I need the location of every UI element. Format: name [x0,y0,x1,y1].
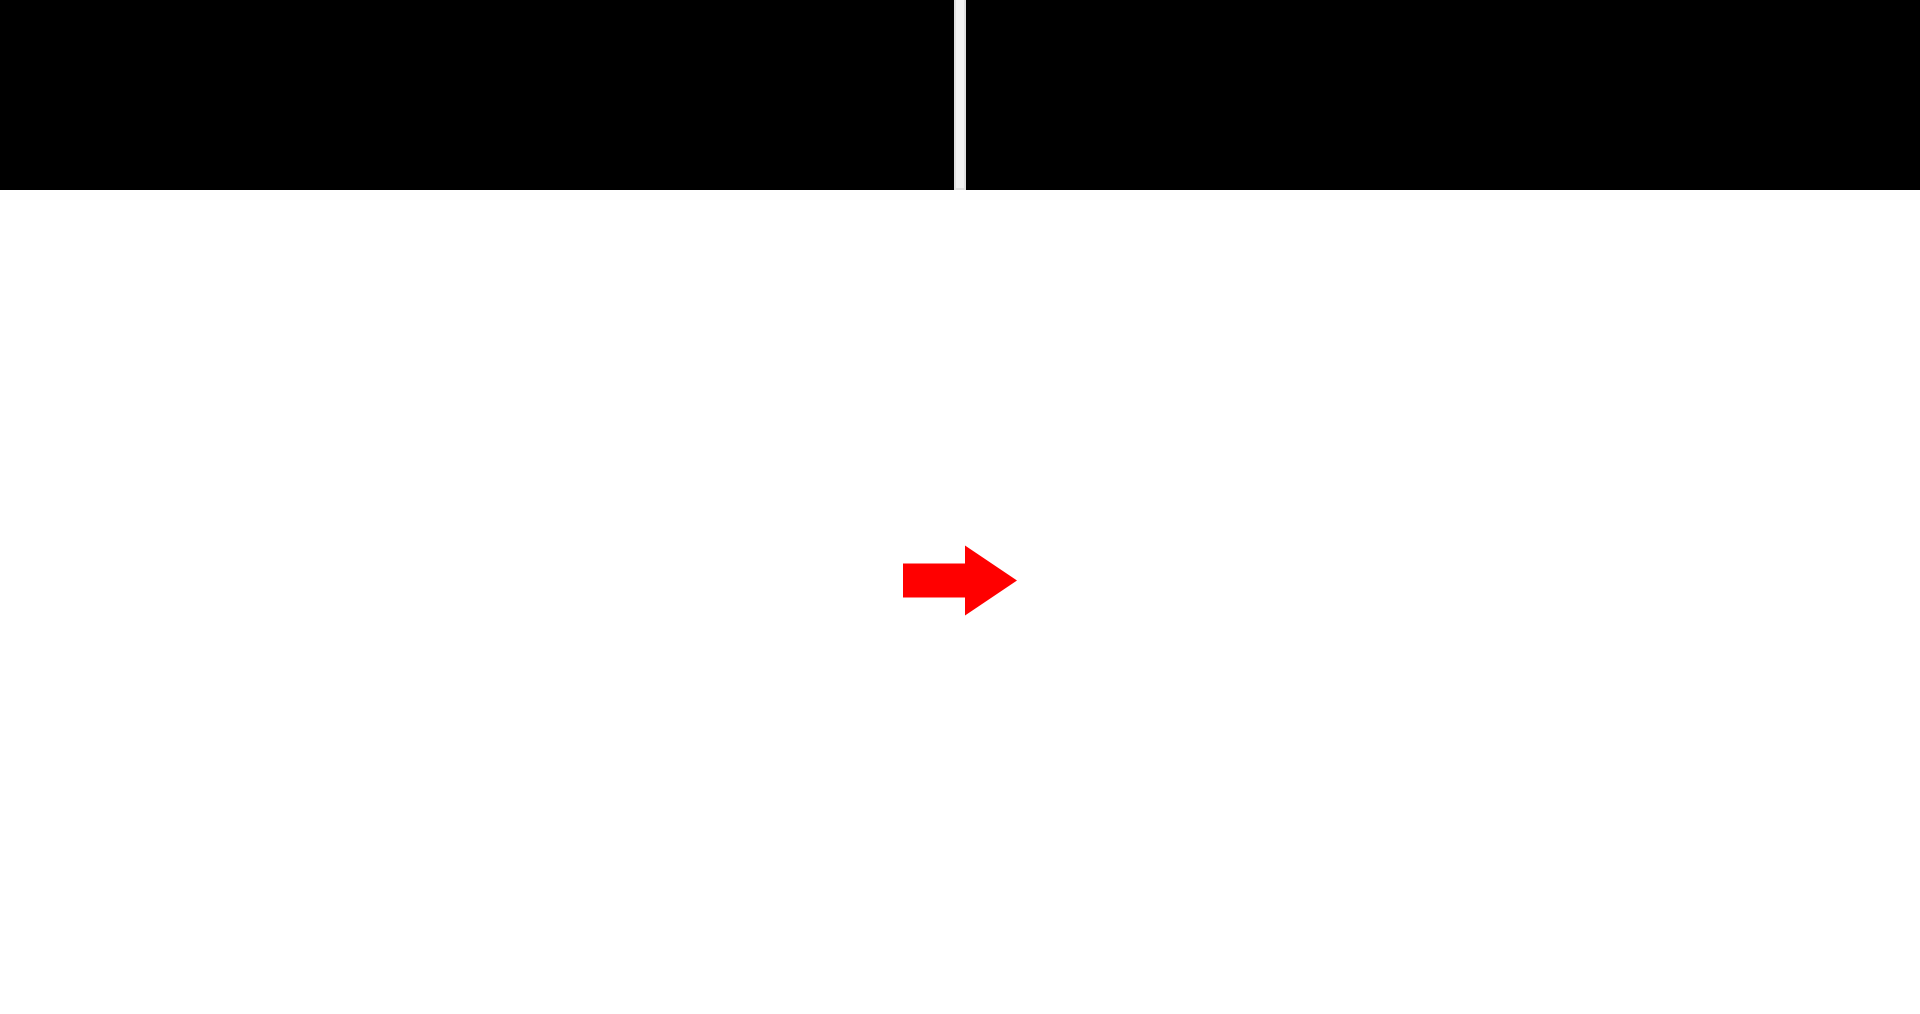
black-bar-left [0,0,954,190]
content-row [0,190,1920,1014]
black-bar-right [966,0,1920,190]
analytical-model-view [1230,250,1790,795]
top-row [0,0,1920,190]
ribbon-structural-tools [954,0,966,190]
transform-arrow [895,536,1025,631]
physical-model-view [30,220,680,845]
